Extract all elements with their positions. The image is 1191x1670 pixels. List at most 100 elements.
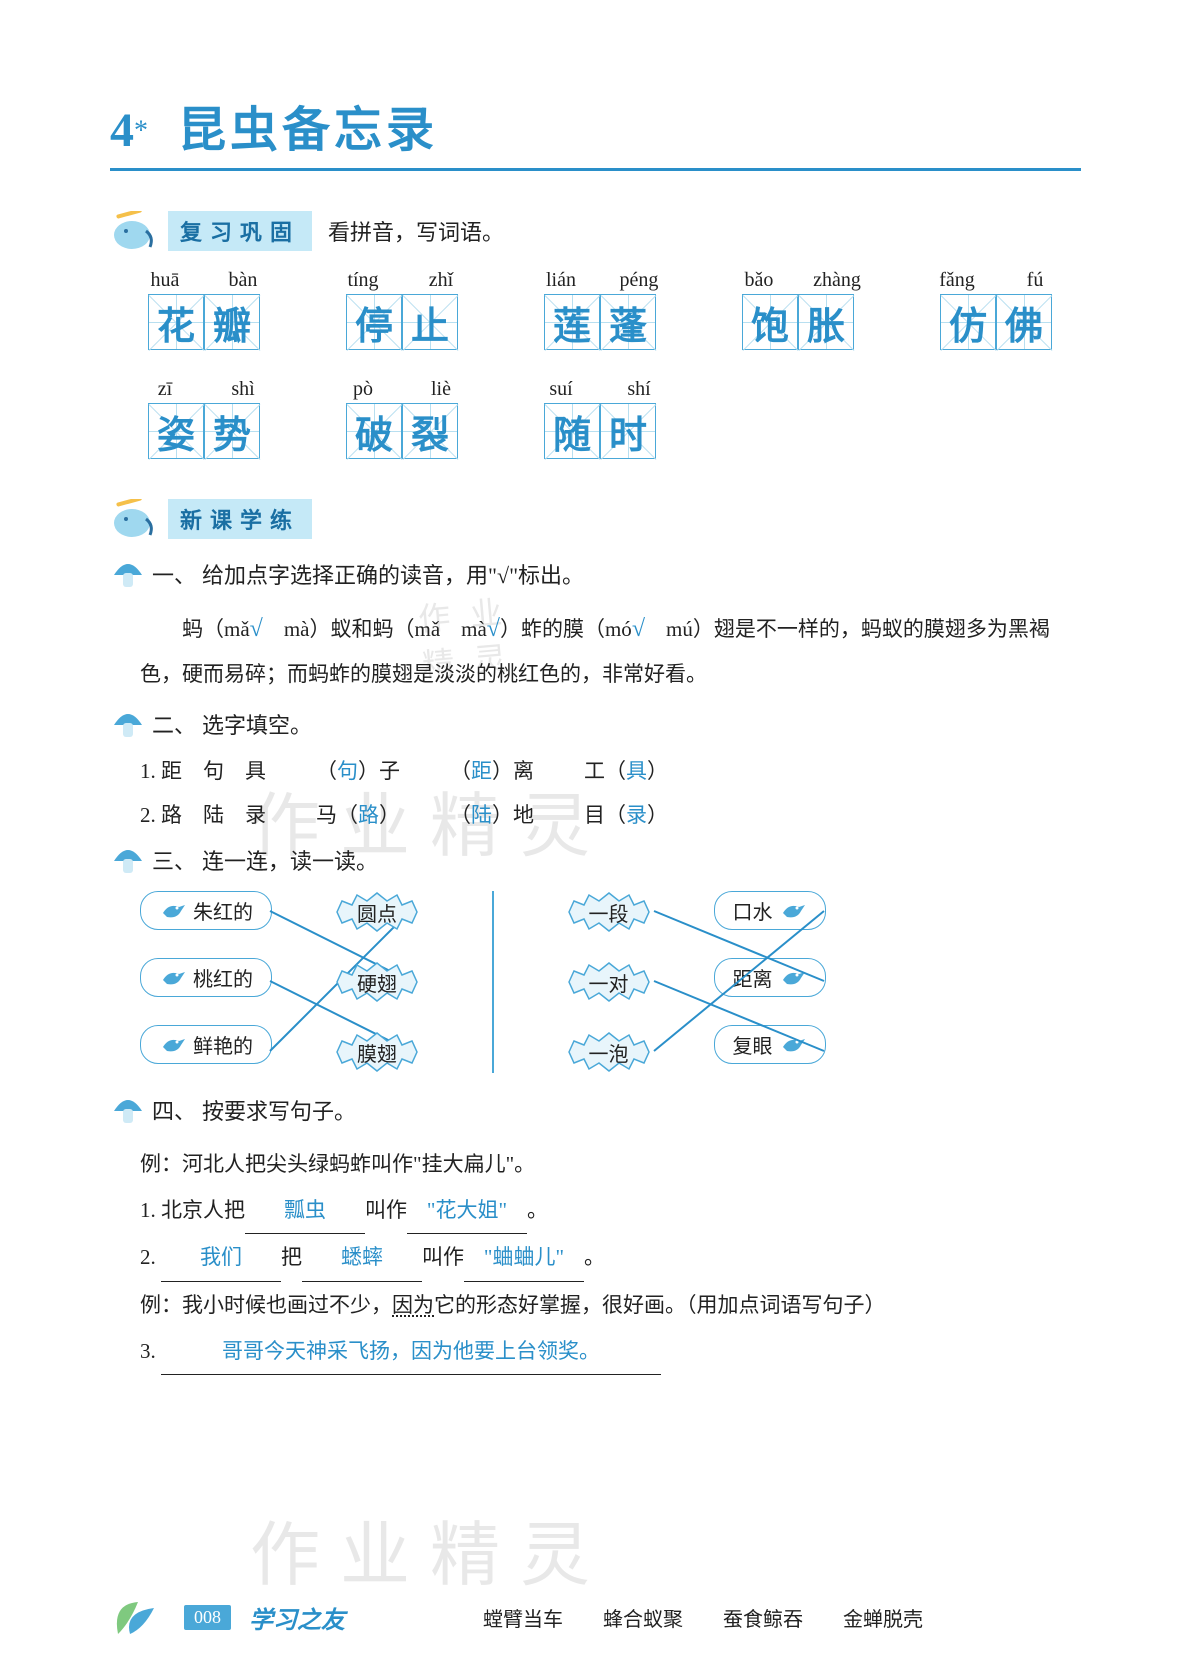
char: 蓬 (609, 295, 647, 350)
pinyin: bǎo (734, 269, 784, 292)
char-box: 莲 (544, 294, 600, 350)
mushroom-icon (110, 707, 146, 741)
word-block: bǎo zhàng 饱胀 (734, 269, 862, 350)
page-number: 008 (184, 1605, 231, 1630)
pinyin: bàn (218, 269, 268, 292)
lesson-sup: * (134, 116, 148, 147)
q1-body: 蚂（mǎ√ mà）蚁和蚂（mǎ mà√）蚱的膜（mó√ mú）翅是不一样的，蚂蚁… (140, 605, 1081, 695)
char: 裂 (411, 404, 449, 459)
q-title: 按要求写句子。 (202, 1094, 356, 1126)
footer-idioms: 螳臂当车 蜂合蚁聚 蚕食鲸吞 金蝉脱壳 (483, 1603, 923, 1632)
check-icon: √ (250, 616, 263, 642)
sentence-3: 3. 哥哥今天神采飞扬，因为他要上台领奖。 (140, 1328, 1081, 1375)
char-box: 蓬 (600, 294, 656, 350)
pinyin: liè (416, 378, 466, 401)
lesson-number: 4 (110, 104, 134, 157)
q2-head: 二、 选字填空。 (110, 707, 1081, 741)
q1-head: 一、 给加点字选择正确的读音，用"√"标出。 (110, 557, 1081, 591)
char-box: 花 (148, 294, 204, 350)
pinyin-grid: huābàn花瓣tíngzhǐ停止liánpéng莲蓬bǎozhàng饱胀fǎn… (140, 269, 1081, 459)
char: 胀 (807, 295, 845, 350)
q4-body: 例：河北人把尖头绿蚂蚱叫作"挂大扁儿"。 1. 北京人把瓢虫叫作"花大姐"。 2… (140, 1141, 1081, 1375)
word-block: pòliè破裂 (338, 378, 466, 459)
section-practice-head: 新课学练 (110, 499, 1081, 539)
bird-icon (159, 899, 187, 923)
match-pill: 复眼 (714, 1025, 826, 1064)
pinyin: fǎng (932, 269, 982, 292)
q-number: 二、 (152, 708, 196, 740)
match-pill: 桃红的 (140, 958, 272, 997)
idiom: 蜂合蚁聚 (603, 1603, 683, 1632)
fill-row: 1. 距 句 具（句）子（距）离工（具） (140, 755, 1081, 785)
leaf-icon (110, 1594, 166, 1640)
q-title: 给加点字选择正确的读音，用"√"标出。 (202, 558, 584, 590)
check-icon: √ (632, 616, 645, 642)
idiom: 螳臂当车 (483, 1603, 563, 1632)
char: 破 (355, 404, 393, 459)
mushroom-icon (110, 557, 146, 591)
pinyin: huā (140, 269, 190, 292)
pinyin: suí (536, 378, 586, 401)
q-number: 一、 (152, 558, 196, 590)
pinyin: zī (140, 378, 190, 401)
mushroom-icon (110, 843, 146, 877)
matching-diagram: 朱红的桃红的鲜艳的 圆点硬翅膜翅 一段一对一泡 口水距离复眼 (140, 891, 1081, 1073)
pinyin: lián (536, 269, 586, 292)
example-sentence: 例：河北人把尖头绿蚂蚱叫作"挂大扁儿"。 (140, 1141, 1081, 1187)
char-box: 佛 (996, 294, 1052, 350)
bird-icon (779, 899, 807, 923)
word-block: suíshí随时 (536, 378, 664, 459)
check-icon: √ (487, 616, 500, 642)
char: 花 (157, 295, 195, 350)
pinyin: zhàng (812, 269, 862, 292)
title-rule (110, 168, 1081, 171)
char: 随 (553, 404, 591, 459)
idiom: 蚕食鲸吞 (723, 1603, 803, 1632)
char: 莲 (553, 295, 591, 350)
starburst-label: 圆点 (332, 891, 422, 933)
idiom: 金蝉脱壳 (843, 1603, 923, 1632)
word-block: fǎng fú 仿佛 (932, 269, 1060, 350)
pinyin: péng (614, 269, 664, 292)
page-title: 4* 昆虫备忘录 (110, 90, 1081, 160)
page-footer: 008 学习之友 螳臂当车 蜂合蚁聚 蚕食鲸吞 金蝉脱壳 (110, 1594, 1081, 1640)
sentence-1: 1. 北京人把瓢虫叫作"花大姐"。 (140, 1187, 1081, 1234)
bird-icon (779, 1033, 807, 1057)
char-box: 裂 (402, 403, 458, 459)
char-box: 仿 (940, 294, 996, 350)
char: 姿 (157, 404, 195, 459)
q-title: 选字填空。 (202, 708, 312, 740)
char: 瓣 (213, 295, 251, 350)
section-review-head: 复习巩固 看拼音，写词语。 (110, 211, 1081, 251)
pinyin: zhǐ (416, 269, 466, 292)
pinyin: fú (1010, 269, 1060, 292)
q-title: 连一连，读一读。 (202, 844, 378, 876)
char-box: 胀 (798, 294, 854, 350)
char-box: 破 (346, 403, 402, 459)
sentence-2: 2. 我们把蟋蟀叫作"蛐蛐儿"。 (140, 1234, 1081, 1281)
lesson-name: 昆虫备忘录 (178, 90, 438, 160)
char-box: 时 (600, 403, 656, 459)
char: 时 (609, 404, 647, 459)
q4-head: 四、 按要求写句子。 (110, 1093, 1081, 1127)
match-pill: 朱红的 (140, 891, 272, 930)
char-box: 随 (544, 403, 600, 459)
watermark: 作业精灵 (250, 1499, 610, 1600)
starburst-label: 膜翅 (332, 1031, 422, 1073)
starburst-label: 一泡 (564, 1031, 654, 1073)
pinyin: tíng (338, 269, 388, 292)
char-box: 饱 (742, 294, 798, 350)
example-sentence-2: 例：我小时候也画过不少，因为它的形态好掌握，很好画。（用加点词语写句子） (140, 1282, 1081, 1328)
match-divider (492, 891, 494, 1073)
bird-icon (779, 966, 807, 990)
elephant-icon (110, 499, 158, 539)
elephant-icon (110, 211, 158, 251)
char: 仿 (949, 295, 987, 350)
char: 势 (213, 404, 251, 459)
match-pill: 口水 (714, 891, 826, 930)
footer-brand: 学习之友 (249, 1600, 345, 1635)
mushroom-icon (110, 1093, 146, 1127)
char: 止 (411, 295, 449, 350)
pinyin: shì (218, 378, 268, 401)
char: 饱 (751, 295, 789, 350)
